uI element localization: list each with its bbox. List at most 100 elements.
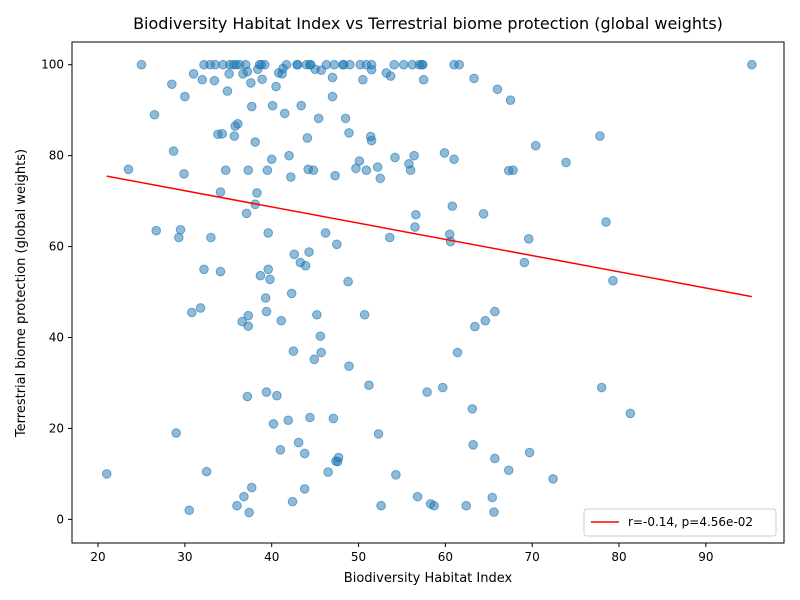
y-axis-label: Terrestrial biome protection (global wei… [14,149,29,438]
data-point-137 [361,165,372,176]
data-point-17 [199,264,209,275]
data-point-182 [478,209,489,219]
data-point-119 [330,170,340,181]
data-point-48 [243,165,254,176]
data-point-153 [398,59,409,70]
data-point-6 [168,146,179,156]
data-point-194 [523,234,534,244]
data-point-23 [210,59,221,70]
data-point-150 [389,59,399,70]
y-tick-label-80: 80 [49,149,64,163]
data-point-70 [266,154,277,165]
data-point-169 [439,148,450,158]
data-point-158 [410,222,420,232]
data-point-56 [252,188,262,198]
data-point-151 [390,152,400,163]
data-point-108 [313,113,324,124]
data-point-173 [449,154,459,165]
data-point-3 [149,109,160,120]
data-point-163 [417,59,428,70]
data-point-74 [272,390,282,401]
data-point-145 [375,173,386,184]
x-tick-label-30: 30 [177,550,192,564]
data-point-104 [308,165,319,176]
x-tick-label-80: 80 [611,550,626,564]
data-point-8 [174,232,184,243]
points-layer [101,59,757,518]
x-tick-label-90: 90 [698,550,713,564]
data-point-63 [260,293,271,303]
data-point-115 [327,72,338,83]
data-point-100 [304,247,314,257]
data-point-69 [265,274,275,285]
data-point-96 [300,260,311,271]
data-point-132 [354,156,365,166]
data-point-172 [447,201,458,211]
x-tick-label-60: 60 [438,550,453,564]
data-point-73 [271,81,281,92]
data-point-93 [296,100,307,111]
data-point-51 [246,78,256,88]
data-point-49 [243,321,254,331]
data-point-123 [333,452,344,463]
data-point-86 [287,496,298,507]
data-point-15 [195,303,206,313]
y-tick-label-40: 40 [49,331,64,345]
data-point-88 [289,249,300,260]
data-point-21 [206,232,216,243]
x-tick-label-40: 40 [264,550,279,564]
data-point-121 [332,239,342,250]
data-point-45 [242,66,253,77]
data-point-186 [490,306,500,317]
data-point-135 [359,309,370,320]
legend: r=-0.14, p=4.56e-02 [583,508,777,537]
data-point-19 [201,466,212,477]
data-point-82 [283,415,294,426]
data-point-126 [340,113,351,124]
data-point-178 [467,404,478,414]
data-point-46 [242,391,253,402]
data-point-27 [217,129,228,139]
data-point-144 [373,429,384,439]
data-point-129 [344,128,354,138]
data-point-53 [246,101,257,112]
data-point-47 [243,310,254,321]
data-point-5 [167,79,177,90]
data-point-1 [123,164,134,175]
data-point-91 [293,437,304,448]
y-tick-label-60: 60 [49,240,64,254]
data-point-185 [489,507,499,517]
data-point-138 [364,380,374,391]
data-point-146 [376,500,386,511]
data-point-127 [343,276,353,287]
data-point-195 [524,447,535,458]
data-point-152 [391,470,401,480]
data-point-76 [275,445,286,455]
data-point-192 [508,165,518,176]
data-point-141 [366,59,377,70]
data-point-81 [281,59,292,70]
x-tick-label-20: 20 [90,550,105,564]
data-point-142 [366,135,377,146]
data-point-196 [530,140,541,151]
axes-layer: 20 30 40 50 60 70 80 90 0 20 40 60 80 100 [41,41,785,564]
data-point-200 [596,382,607,393]
data-point-168 [437,382,448,393]
data-point-34 [229,131,240,141]
data-point-31 [224,69,234,79]
data-point-72 [268,419,279,429]
chart-title: Biodiversity Habitat Index vs Terrestria… [133,14,723,33]
data-point-101 [305,412,315,423]
data-point-149 [385,71,396,81]
data-point-198 [561,157,571,168]
data-point-30 [222,86,233,96]
data-point-83 [284,150,294,161]
data-point-130 [345,59,355,70]
data-point-197 [548,474,558,484]
data-point-52 [246,482,257,493]
regression-line [106,175,753,298]
legend-box [583,508,777,537]
data-point-85 [286,288,297,299]
data-point-128 [344,361,354,371]
data-point-44 [241,208,252,219]
